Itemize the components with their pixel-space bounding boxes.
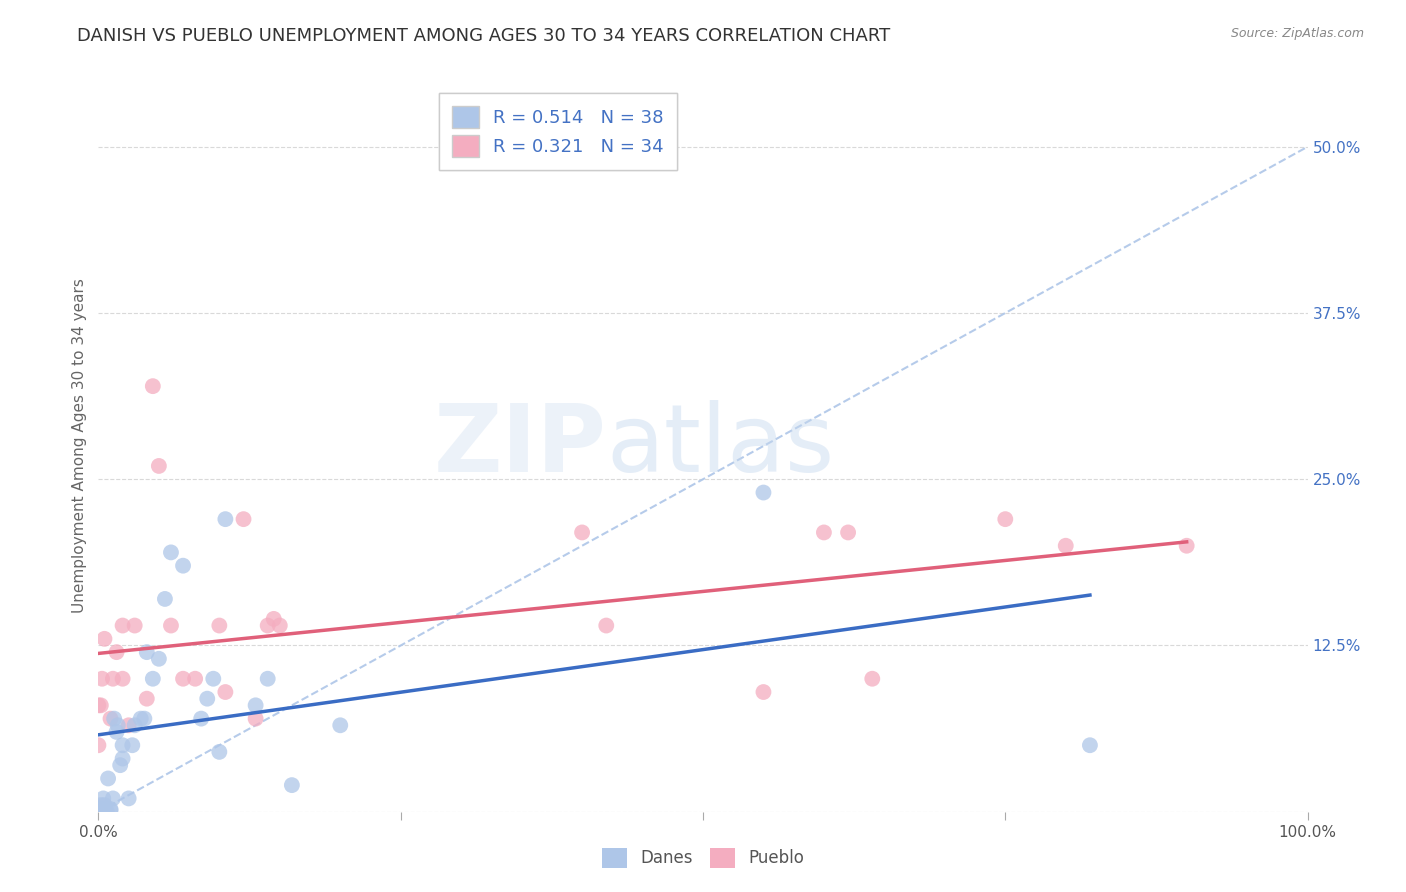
Point xyxy=(232,512,254,526)
Point xyxy=(214,512,236,526)
Point xyxy=(135,691,157,706)
Point xyxy=(160,545,183,559)
Point xyxy=(118,791,141,805)
Point xyxy=(813,525,835,540)
Point xyxy=(108,758,131,772)
Point xyxy=(87,802,110,816)
Point xyxy=(142,672,165,686)
Text: ZIP: ZIP xyxy=(433,400,606,492)
Point xyxy=(1175,539,1198,553)
Point xyxy=(118,718,141,732)
Point xyxy=(595,618,617,632)
Point xyxy=(96,805,118,819)
Point xyxy=(111,618,134,632)
Point xyxy=(256,618,278,632)
Point xyxy=(172,558,194,573)
Point xyxy=(87,698,110,713)
Point xyxy=(256,672,278,686)
Point xyxy=(129,712,152,726)
Point xyxy=(90,698,112,713)
Text: atlas: atlas xyxy=(606,400,835,492)
Point xyxy=(111,738,134,752)
Point xyxy=(134,712,156,726)
Point xyxy=(111,672,134,686)
Point xyxy=(281,778,304,792)
Point xyxy=(172,672,194,686)
Point xyxy=(208,745,231,759)
Point xyxy=(135,645,157,659)
Point xyxy=(93,802,115,816)
Legend: R = 0.514   N = 38, R = 0.321   N = 34: R = 0.514 N = 38, R = 0.321 N = 34 xyxy=(439,93,676,169)
Point xyxy=(111,751,134,765)
Y-axis label: Unemployment Among Ages 30 to 34 years: Unemployment Among Ages 30 to 34 years xyxy=(72,278,87,614)
Point xyxy=(105,725,128,739)
Point xyxy=(202,672,225,686)
Point xyxy=(97,772,120,786)
Text: Source: ZipAtlas.com: Source: ZipAtlas.com xyxy=(1230,27,1364,40)
Point xyxy=(91,672,114,686)
Point xyxy=(190,712,212,726)
Point xyxy=(263,612,285,626)
Point xyxy=(103,712,125,726)
Point xyxy=(245,698,267,713)
Point xyxy=(184,672,207,686)
Point xyxy=(860,672,883,686)
Point xyxy=(124,618,146,632)
Point xyxy=(105,645,128,659)
Point xyxy=(93,632,115,646)
Point xyxy=(195,691,218,706)
Point xyxy=(101,672,124,686)
Point xyxy=(1078,738,1101,752)
Point xyxy=(90,798,112,813)
Point xyxy=(148,458,170,473)
Point xyxy=(269,618,291,632)
Point xyxy=(214,685,236,699)
Point xyxy=(153,591,176,606)
Point xyxy=(93,798,115,813)
Point xyxy=(107,718,129,732)
Legend: Danes, Pueblo: Danes, Pueblo xyxy=(596,841,810,875)
Point xyxy=(994,512,1017,526)
Point xyxy=(571,525,593,540)
Point xyxy=(752,485,775,500)
Point xyxy=(329,718,352,732)
Point xyxy=(148,652,170,666)
Point xyxy=(91,791,114,805)
Point xyxy=(100,802,122,816)
Point xyxy=(160,618,183,632)
Point xyxy=(1054,539,1077,553)
Point xyxy=(100,804,122,818)
Point xyxy=(208,618,231,632)
Point xyxy=(101,791,124,805)
Point xyxy=(245,712,267,726)
Point xyxy=(837,525,859,540)
Point xyxy=(87,738,110,752)
Point xyxy=(142,379,165,393)
Point xyxy=(100,712,122,726)
Text: DANISH VS PUEBLO UNEMPLOYMENT AMONG AGES 30 TO 34 YEARS CORRELATION CHART: DANISH VS PUEBLO UNEMPLOYMENT AMONG AGES… xyxy=(77,27,890,45)
Point xyxy=(752,685,775,699)
Point xyxy=(121,738,143,752)
Point xyxy=(124,718,146,732)
